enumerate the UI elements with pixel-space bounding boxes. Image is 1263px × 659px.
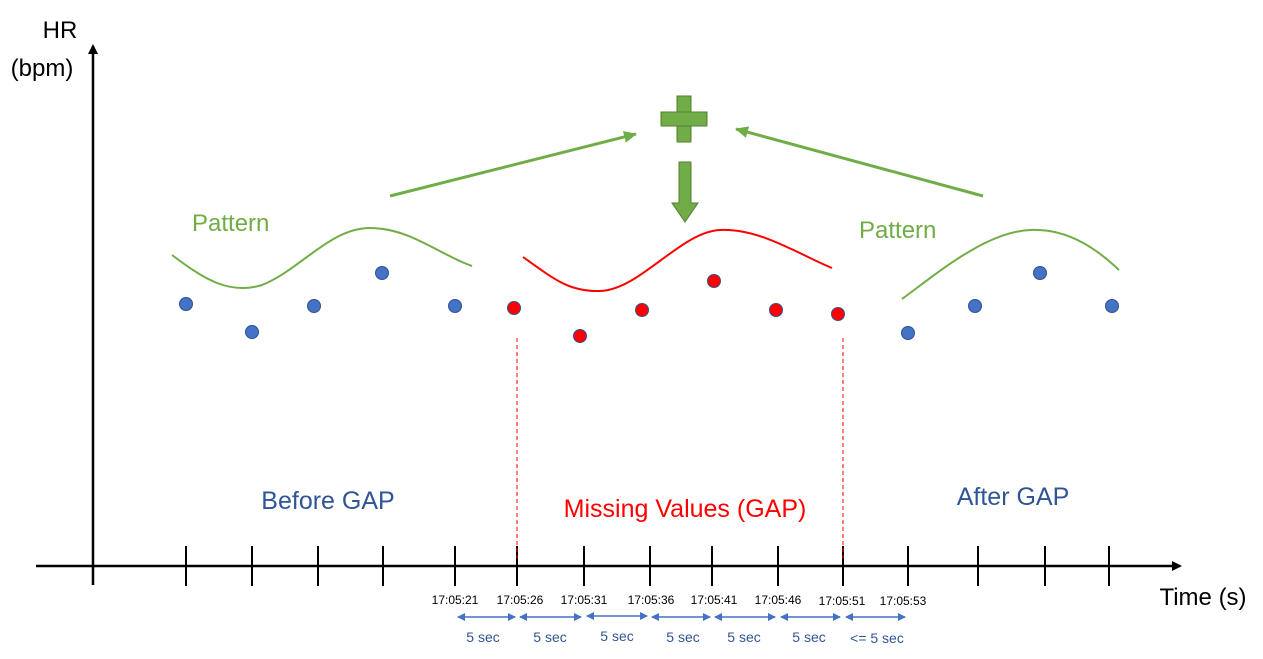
observed-point — [245, 325, 259, 339]
y-axis-title-line2: (bpm) — [11, 55, 74, 82]
observed-point — [968, 299, 982, 313]
missing-point — [707, 274, 721, 288]
missing-point — [635, 303, 649, 317]
observed-point — [179, 297, 193, 311]
down-arrow-icon — [671, 161, 699, 223]
plus-icon — [660, 95, 708, 143]
interval-label: 5 sec — [666, 629, 699, 645]
time-label: 17:05:51 — [819, 594, 866, 608]
interval-label: 5 sec — [533, 629, 566, 645]
observed-point — [307, 299, 321, 313]
x-axis-title: Time (s) — [1159, 584, 1246, 611]
missing-point — [507, 301, 521, 315]
x-axis-ticks — [185, 546, 1110, 586]
observed-point — [1033, 266, 1047, 280]
time-label: 17:05:41 — [691, 593, 738, 607]
imputed-curve-gap — [522, 228, 833, 293]
interval-arrows — [457, 612, 906, 621]
interval-label: 5 sec — [792, 629, 825, 645]
time-label: 17:05:26 — [497, 593, 544, 607]
time-labels: 17:05:21 17:05:26 17:05:31 17:05:36 17:0… — [432, 593, 927, 608]
observed-point — [901, 326, 915, 340]
observed-point — [1105, 299, 1119, 313]
interval-label: 5 sec — [600, 628, 633, 644]
pattern-right-arrow — [735, 126, 984, 198]
interval-labels: 5 sec 5 sec 5 sec 5 sec 5 sec 5 sec <= 5… — [466, 628, 904, 646]
time-label: 17:05:36 — [628, 593, 675, 607]
observed-point — [375, 266, 389, 280]
y-axis-title-line1: HR — [43, 17, 78, 44]
missing-values-label: Missing Values (GAP) — [564, 495, 807, 523]
pattern-label-right: Pattern — [859, 217, 936, 244]
pattern-curve-before — [171, 226, 473, 290]
observed-point — [448, 299, 462, 313]
interval-label: 5 sec — [727, 629, 760, 645]
missing-point — [831, 307, 845, 321]
time-label: 17:05:53 — [880, 594, 927, 608]
missing-point — [769, 303, 783, 317]
time-label: 17:05:31 — [561, 593, 608, 607]
time-label: 17:05:46 — [755, 593, 802, 607]
time-label: 17:05:21 — [432, 593, 479, 607]
data-points — [179, 266, 1119, 343]
interval-label: 5 sec — [466, 629, 499, 645]
pattern-label-left: Pattern — [192, 210, 269, 237]
pattern-curve-after — [901, 228, 1120, 300]
before-gap-label: Before GAP — [261, 487, 394, 515]
pattern-left-arrow — [389, 131, 637, 198]
after-gap-label: After GAP — [957, 483, 1070, 511]
missing-point — [573, 329, 587, 343]
interval-label: <= 5 sec — [850, 630, 904, 646]
